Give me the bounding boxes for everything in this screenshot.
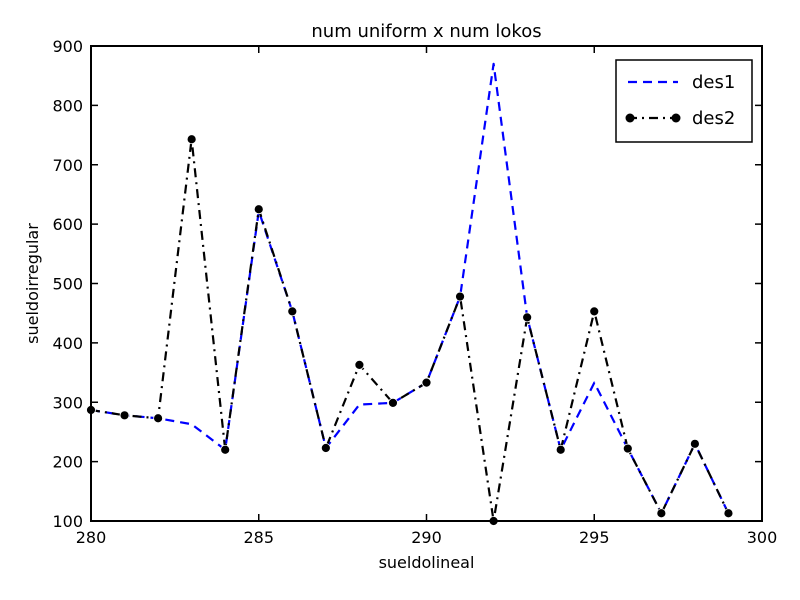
- legend-marker-des2: [625, 113, 635, 123]
- data-point-des2: [119, 410, 130, 421]
- data-point-des2: [220, 444, 231, 455]
- plot-marks: [86, 62, 734, 526]
- data-point-des2: [455, 291, 465, 302]
- legend-marker-des2: [671, 113, 681, 123]
- data-point-des2: [723, 508, 734, 519]
- data-point-des2: [690, 438, 700, 449]
- data-point-des2: [253, 204, 264, 215]
- data-point-des2: [186, 134, 197, 145]
- data-point-des2: [287, 306, 298, 317]
- legend: des1 des2: [615, 59, 753, 143]
- series-line-des1: [90, 62, 730, 515]
- series-des1: [90, 62, 730, 515]
- x-tick-label: 280: [76, 528, 107, 547]
- y-axis-ticks: 100 200 300 400 500 600 700 800 900: [52, 37, 762, 531]
- data-point-des2: [522, 312, 533, 323]
- data-point-des2: [656, 508, 667, 519]
- y-tick-label: 100: [52, 512, 83, 531]
- y-tick-label: 800: [52, 96, 83, 115]
- y-tick-label: 900: [52, 37, 83, 56]
- series-line-des2: [90, 138, 730, 523]
- data-point-des2: [153, 413, 164, 424]
- data-point-des2: [421, 377, 432, 388]
- legend-label-des2: des2: [692, 108, 735, 129]
- y-tick-label: 600: [52, 215, 83, 234]
- y-tick-label: 400: [52, 334, 83, 353]
- x-tick-label: 295: [579, 528, 610, 547]
- data-point-des2: [589, 306, 600, 317]
- data-point-des2: [354, 359, 365, 370]
- legend-box: [615, 59, 753, 143]
- data-point-des2: [320, 443, 331, 453]
- data-point-des2: [555, 444, 566, 455]
- y-tick-label: 700: [52, 156, 83, 175]
- y-tick-label: 300: [52, 393, 83, 412]
- x-tick-label: 290: [411, 528, 442, 547]
- data-point-des2: [388, 397, 398, 408]
- legend-label-des1: des1: [692, 72, 735, 93]
- x-tick-label: 300: [747, 528, 778, 547]
- y-tick-label: 500: [52, 275, 83, 294]
- series-des2: [86, 134, 734, 526]
- y-tick-label: 200: [52, 453, 83, 472]
- x-axis-label: sueldolineal: [379, 553, 475, 572]
- chart-title: num uniform x num lokos: [311, 21, 541, 42]
- data-point-des2: [622, 443, 633, 454]
- x-axis-ticks: 280 285 290 295 300: [76, 46, 778, 547]
- y-axis-label: sueldoirregular: [23, 223, 42, 344]
- x-tick-label: 285: [243, 528, 274, 547]
